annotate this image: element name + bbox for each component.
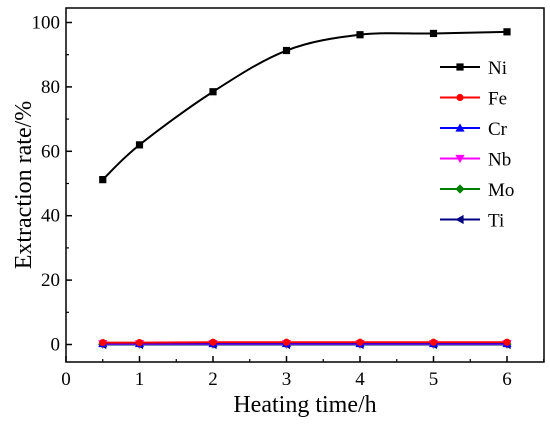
y-tick-label: 60: [41, 141, 60, 162]
data-point-fe: [430, 339, 437, 346]
data-point-fe: [136, 339, 143, 346]
y-axis-title: Extraction rate/%: [11, 101, 37, 270]
legend-item-mo: Mo: [440, 180, 514, 201]
legend-item-fe: Fe: [440, 89, 507, 110]
data-point-ni: [136, 141, 143, 148]
x-tick-label: 5: [429, 369, 439, 390]
y-tick-label: 20: [41, 270, 60, 291]
data-point-fe: [99, 339, 106, 346]
legend-item-ni: Ni: [440, 58, 507, 79]
data-point-fe: [503, 339, 510, 346]
data-point-fe: [209, 339, 216, 346]
plot-frame: [66, 8, 544, 362]
data-point-ni: [430, 30, 437, 37]
data-point-fe: [356, 339, 363, 346]
y-tick-label: 40: [41, 206, 60, 227]
legend-label-cr: Cr: [488, 119, 508, 140]
data-point-fe: [283, 339, 290, 346]
series-line-ni: [103, 32, 507, 180]
data-point-ni: [99, 176, 106, 183]
legend-marker-mo: [455, 184, 464, 193]
legend: Ni Fe Cr Nb Mo Ti: [440, 58, 514, 232]
legend-item-ti: Ti: [440, 211, 504, 232]
x-tick-label: 0: [61, 369, 71, 390]
x-tick-label: 2: [208, 369, 218, 390]
legend-label-ti: Ti: [488, 211, 504, 232]
data-point-ni: [503, 28, 510, 35]
x-tick-label: 1: [135, 369, 145, 390]
legend-marker-fe: [456, 94, 463, 101]
data-point-ni: [356, 31, 363, 38]
legend-item-nb: Nb: [440, 150, 511, 171]
y-tick-label: 80: [41, 77, 60, 98]
data-point-ni: [209, 88, 216, 95]
x-tick-label: 3: [282, 369, 292, 390]
legend-label-mo: Mo: [488, 180, 514, 201]
y-tick-label: 100: [32, 13, 61, 34]
legend-marker-ti: [455, 215, 463, 224]
y-tick-label: 0: [51, 335, 61, 356]
legend-label-fe: Fe: [488, 89, 507, 110]
legend-marker-ni: [456, 63, 463, 70]
x-tick-label: 4: [355, 369, 365, 390]
legend-label-nb: Nb: [488, 150, 511, 171]
legend-item-cr: Cr: [440, 119, 508, 140]
x-tick-label: 6: [502, 369, 512, 390]
x-axis-title: Heating time/h: [233, 392, 376, 418]
legend-label-ni: Ni: [488, 58, 507, 79]
series-ni: [99, 28, 510, 183]
data-point-ni: [283, 47, 290, 54]
